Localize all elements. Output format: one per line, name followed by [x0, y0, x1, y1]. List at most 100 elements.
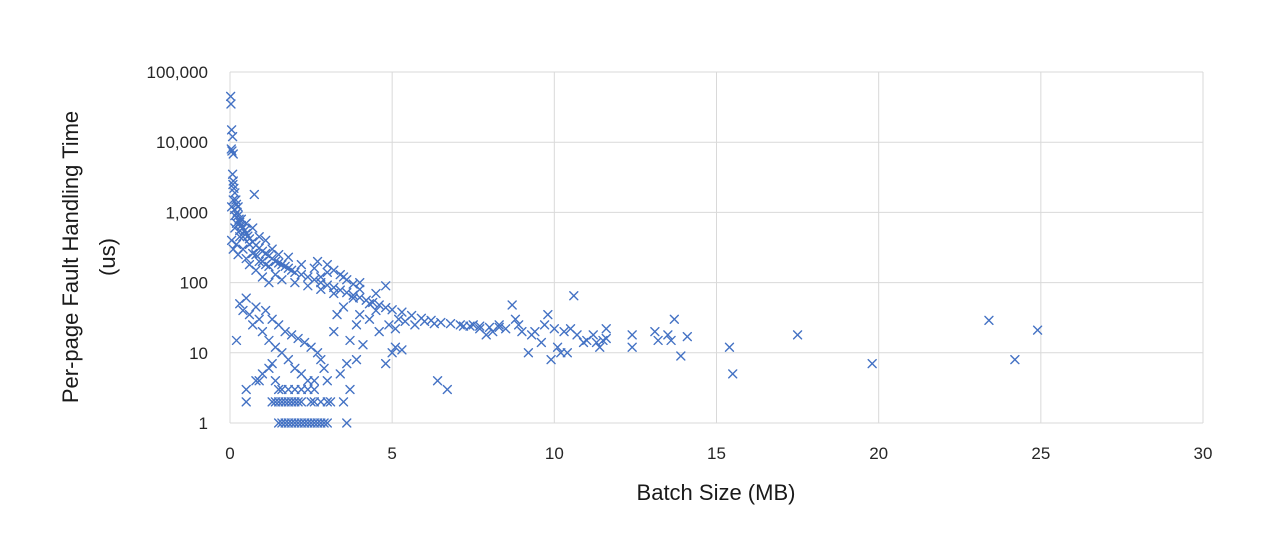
data-point: [549, 324, 560, 334]
data-point: [513, 320, 524, 330]
data-point: [241, 384, 251, 395]
data-point: [355, 309, 365, 320]
data-point: [280, 418, 290, 428]
data-point: [1032, 325, 1043, 335]
data-point: [338, 397, 349, 407]
data-point: [306, 397, 316, 407]
data-point: [562, 348, 573, 358]
data-point: [296, 269, 307, 280]
data-point: [442, 384, 453, 395]
data-point: [666, 335, 676, 346]
x-tick-label: 5: [387, 444, 396, 463]
data-point: [500, 324, 511, 334]
data-point: [228, 149, 238, 159]
data-point: [322, 418, 332, 428]
data-point: [228, 176, 238, 186]
data-point: [270, 397, 281, 407]
data-point: [322, 376, 332, 386]
data-point: [267, 358, 277, 369]
data-point: [244, 309, 255, 320]
data-point: [312, 348, 323, 358]
data-point: [316, 354, 326, 365]
x-tick-labels: 0 5 10 15 20 25 30: [225, 444, 1212, 463]
data-point: [293, 397, 303, 407]
x-tick-label: 10: [545, 444, 564, 463]
data-point: [653, 335, 663, 346]
y-tick-label: 100: [180, 274, 208, 293]
data-point: [410, 320, 420, 330]
data-point: [591, 337, 602, 348]
data-point: [231, 239, 242, 250]
data-point: [312, 256, 323, 267]
data-point: [371, 288, 381, 299]
data-point: [286, 330, 297, 340]
data-point: [867, 358, 877, 369]
data-point: [510, 314, 521, 325]
data-point: [309, 384, 320, 395]
data-point: [335, 285, 345, 295]
data-point: [296, 259, 307, 270]
y-tick-label: 10: [189, 344, 208, 363]
data-point: [390, 342, 401, 352]
data-point: [303, 376, 313, 386]
data-point: [290, 277, 300, 288]
data-point: [283, 354, 294, 365]
data-point: [309, 376, 320, 386]
data-point: [260, 259, 271, 270]
data-point: [228, 179, 238, 190]
data-point: [251, 302, 261, 312]
x-tick-label: 20: [869, 444, 888, 463]
data-point: [481, 330, 491, 340]
data-point: [539, 320, 550, 330]
data-point: [283, 397, 294, 407]
data-point: [507, 300, 517, 310]
data-point: [676, 351, 686, 361]
data-point: [228, 195, 238, 205]
data-point: [484, 322, 495, 333]
data-point: [429, 318, 440, 329]
data-point: [319, 418, 329, 428]
data-point: [335, 269, 345, 280]
data-point: [390, 324, 401, 334]
data-point: [316, 284, 326, 295]
data-point: [249, 189, 260, 200]
data-point: [306, 418, 316, 428]
data-point: [556, 348, 566, 358]
data-point: [290, 267, 300, 278]
data-point: [380, 358, 391, 369]
data-point: [342, 358, 352, 369]
data-point: [552, 342, 563, 352]
data-point: [332, 309, 342, 320]
data-point: [283, 418, 294, 428]
y-tick-label: 1,000: [165, 203, 208, 222]
data-point: [241, 218, 251, 228]
data-point: [348, 279, 358, 289]
data-point: [238, 232, 248, 242]
data-point: [248, 223, 258, 233]
y-tick-label: 1: [199, 414, 208, 433]
data-point: [312, 418, 323, 428]
data-point: [322, 280, 332, 290]
data-point: [329, 326, 339, 337]
data-point: [669, 314, 680, 325]
data-point: [260, 305, 271, 316]
data-point: [397, 307, 407, 317]
data-point: [393, 314, 404, 325]
data-point: [226, 99, 236, 109]
data-point: [316, 397, 326, 407]
data-point: [303, 272, 313, 282]
data-point: [316, 272, 326, 282]
data-point: [290, 418, 300, 428]
data-point: [345, 335, 355, 346]
data-point: [1010, 354, 1020, 365]
data-point: [296, 384, 307, 395]
data-point: [286, 397, 297, 407]
data-point: [358, 340, 368, 350]
data-point: [627, 330, 637, 340]
y-axis-title-line-1: Per-page Fault Handling Time: [58, 111, 83, 403]
x-axis-title: Batch Size (MB): [637, 480, 796, 505]
data-point: [277, 418, 287, 428]
data-point: [468, 320, 478, 330]
data-point: [559, 326, 569, 337]
data-point: [387, 305, 397, 315]
